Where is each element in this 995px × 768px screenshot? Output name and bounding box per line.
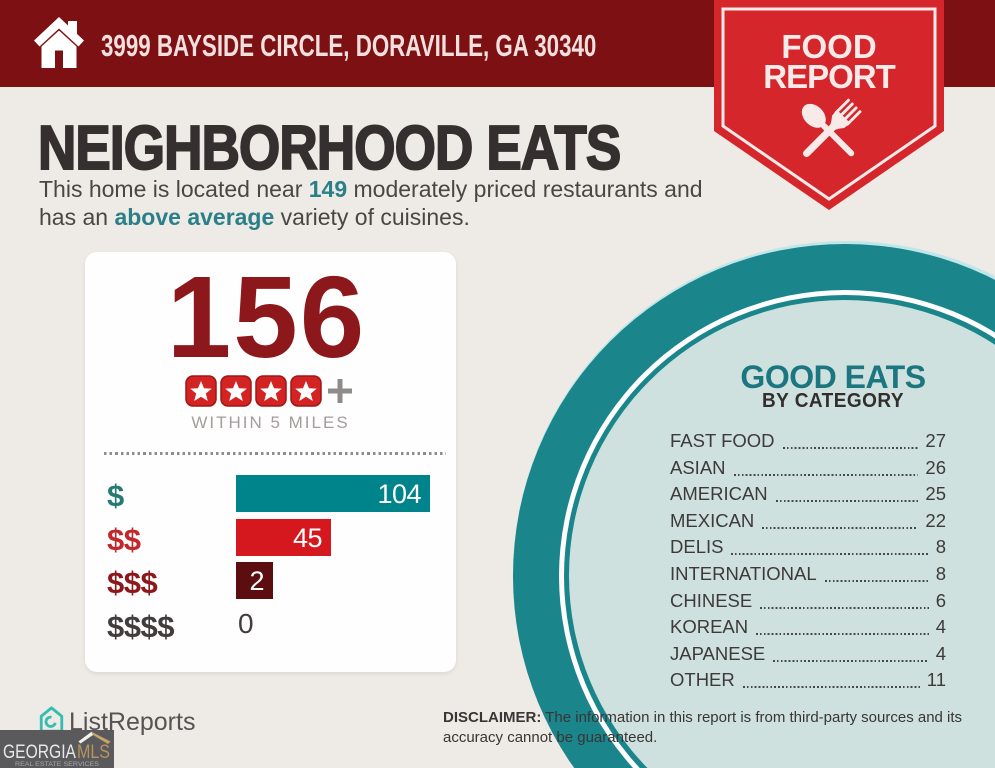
svg-text:GEORGIA: GEORGIA [3, 741, 76, 763]
svg-text:MLS: MLS [77, 741, 110, 763]
svg-text:FOOD: FOOD [781, 28, 876, 65]
svg-text:REAL ESTATE SERVICES: REAL ESTATE SERVICES [15, 761, 100, 768]
svg-text:REPORT: REPORT [763, 58, 895, 95]
